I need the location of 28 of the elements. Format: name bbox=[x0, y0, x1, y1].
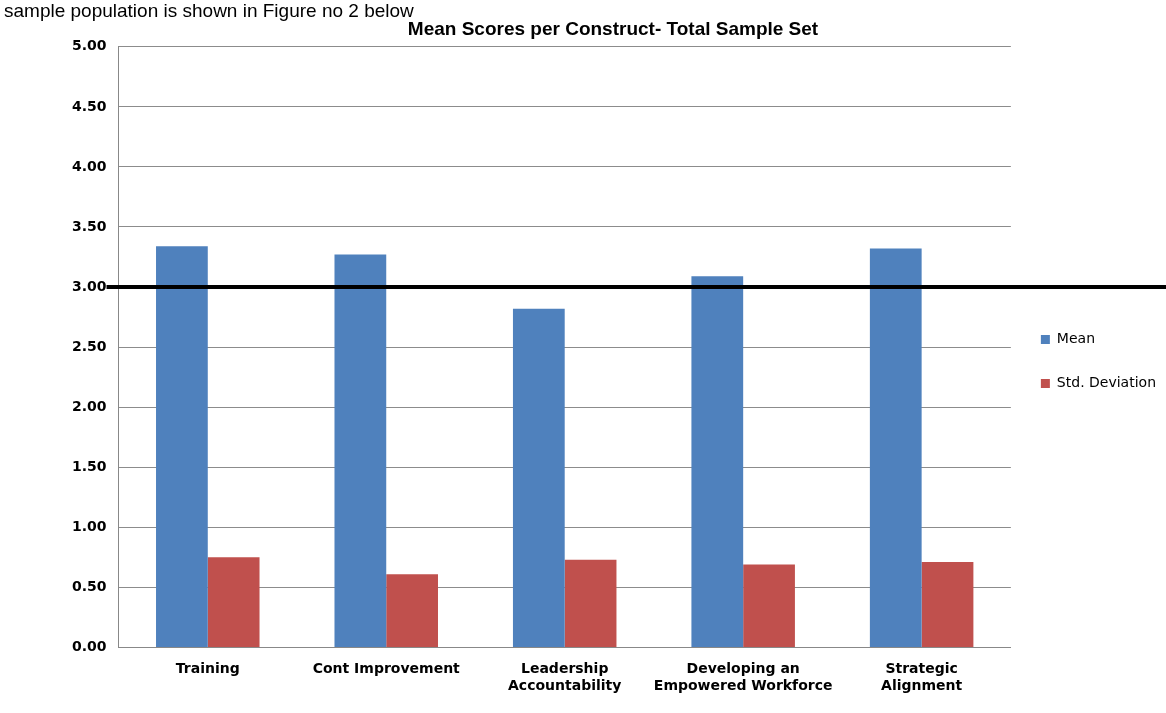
x-tick-label: Strategic Alignment bbox=[881, 660, 963, 694]
y-tick-label: 5.00 bbox=[72, 37, 107, 54]
y-tick-label: 4.00 bbox=[72, 157, 107, 174]
y-tick-label: 0.00 bbox=[72, 638, 107, 655]
x-tick-label: Training bbox=[175, 660, 240, 677]
y-tick-label: 0.50 bbox=[72, 577, 107, 594]
bar bbox=[156, 246, 208, 647]
y-tick-label: 3.50 bbox=[72, 217, 107, 234]
y-tick-label: 3.00 bbox=[72, 277, 107, 294]
x-tick-label: Cont Improvement bbox=[312, 660, 461, 677]
bar bbox=[743, 564, 795, 647]
y-tick-label: 1.00 bbox=[72, 517, 107, 534]
bar bbox=[691, 276, 744, 647]
y-tick-label: 2.50 bbox=[72, 337, 107, 354]
y-tick-label: 2.00 bbox=[72, 397, 107, 414]
bar bbox=[869, 248, 922, 647]
bar bbox=[921, 562, 974, 647]
y-tick-label: 4.50 bbox=[72, 97, 107, 114]
x-tick-label: Leadership Accountability bbox=[508, 660, 622, 694]
bar bbox=[207, 557, 260, 647]
bar bbox=[334, 254, 387, 647]
legend-label: Std. Deviation bbox=[1056, 374, 1157, 391]
bar bbox=[564, 559, 617, 647]
bar bbox=[386, 574, 438, 647]
y-tick-label: 1.50 bbox=[72, 457, 107, 474]
x-tick-label: Developing an Empowered Workforce bbox=[653, 660, 833, 694]
legend-label: Mean bbox=[1056, 330, 1096, 347]
bar bbox=[512, 308, 565, 647]
